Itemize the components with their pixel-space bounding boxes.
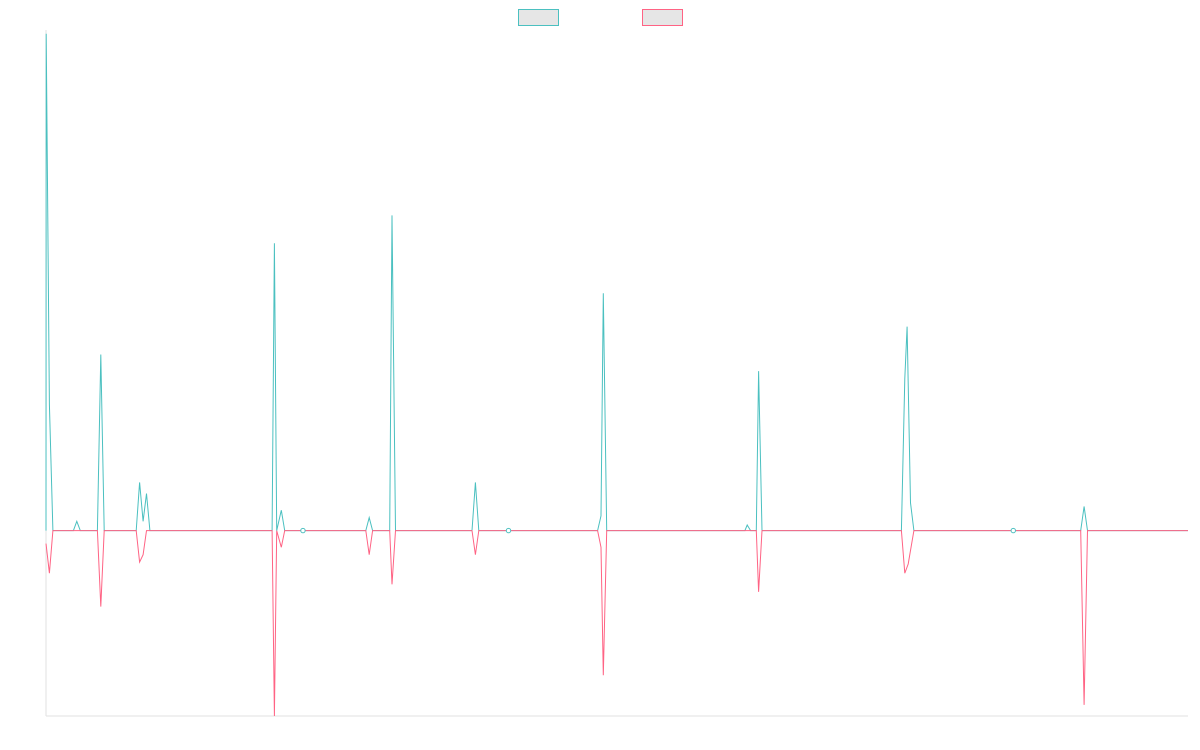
legend-swatch-2[interactable] — [642, 9, 683, 26]
series-2-line — [45, 530, 1188, 717]
data-point-2 — [505, 527, 512, 534]
data-point-3 — [1010, 527, 1016, 534]
series-1-line — [45, 33, 1188, 532]
data-point-1 — [300, 527, 306, 534]
series-layer — [45, 33, 1188, 717]
legend-swatch-1[interactable] — [518, 9, 559, 26]
legend[interactable] — [518, 9, 683, 26]
axes — [45, 30, 1188, 717]
marker-layer — [300, 527, 1016, 534]
